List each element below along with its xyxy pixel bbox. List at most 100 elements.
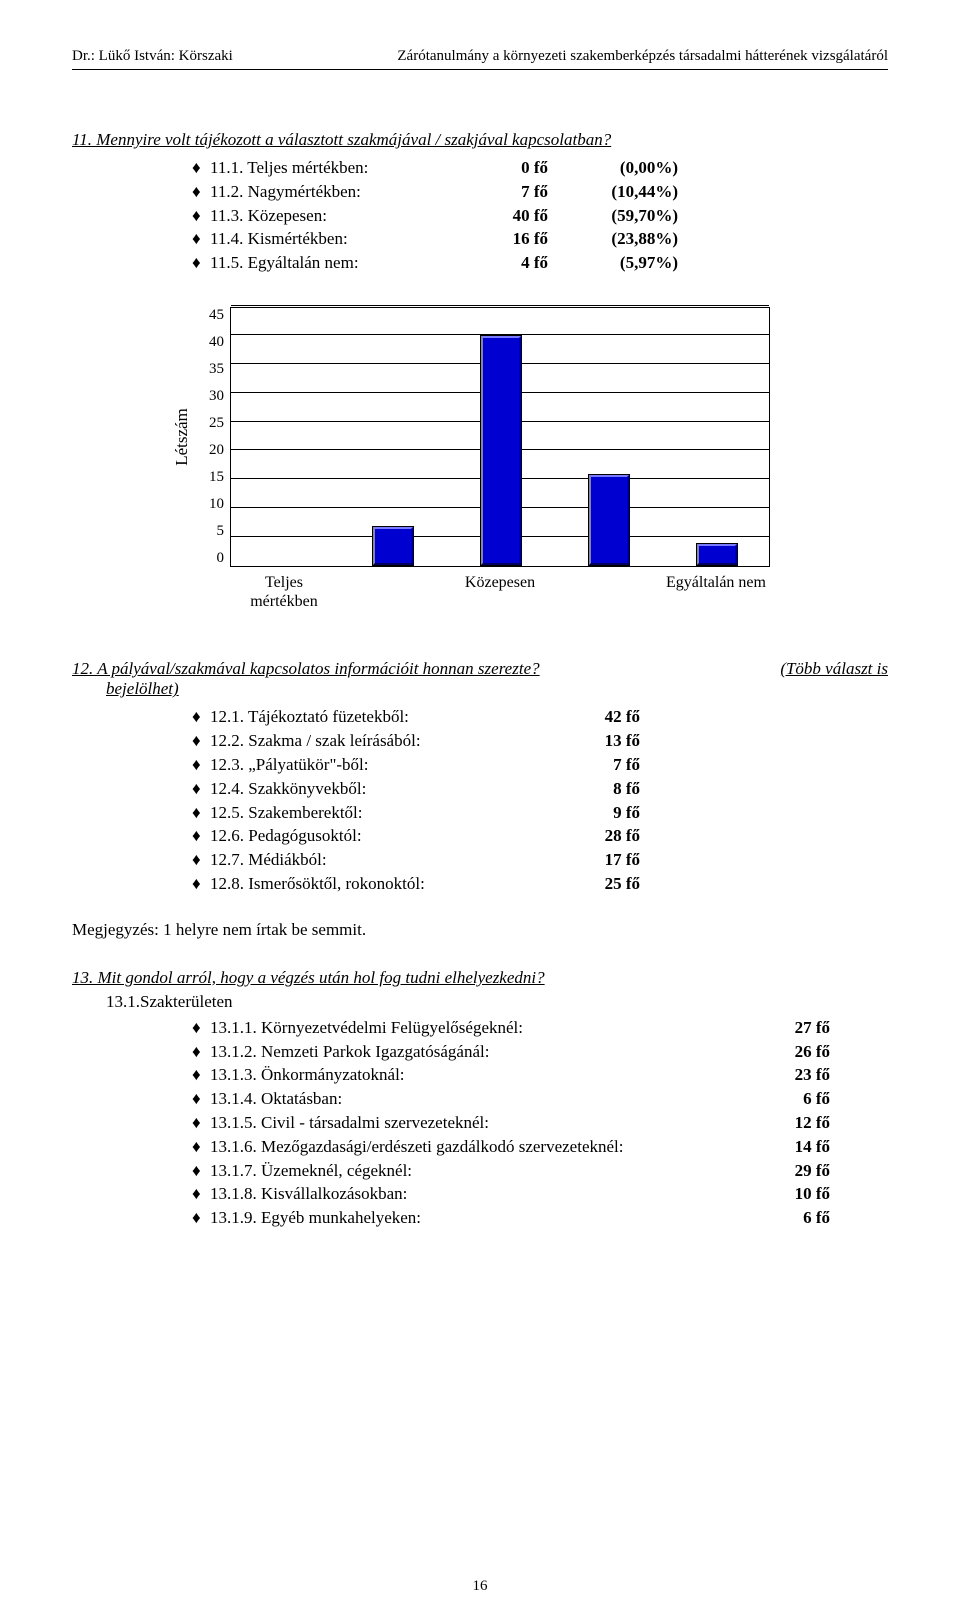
bullet-icon: ♦ [192, 801, 210, 825]
q12-title-line2: bejelölhet) [106, 679, 888, 699]
y-tick: 5 [217, 523, 225, 540]
answer-label: 12.1. Tájékoztató füzetekből: [210, 705, 560, 729]
answer-label: 12.4. Szakkönyvekből: [210, 777, 560, 801]
answer-label: 13.1.8. Kisvállalkozásokban: [210, 1182, 770, 1206]
bullet-icon: ♦ [192, 1040, 210, 1064]
x-tick [554, 573, 662, 611]
chart-plot-area [230, 307, 770, 567]
header-divider [72, 69, 888, 70]
bullet-icon: ♦ [192, 204, 210, 228]
answer-count: 9 fő [560, 801, 640, 825]
answer-label: 13.1.1. Környezetvédelmi Felügyelőségekn… [210, 1016, 770, 1040]
answer-label: 12.5. Szakemberektől: [210, 801, 560, 825]
bullet-icon: ♦ [192, 156, 210, 180]
answer-label: 13.1.9. Egyéb munkahelyeken: [210, 1206, 770, 1230]
q12-title: 12. A pályával/szakmával kapcsolatos inf… [72, 659, 888, 699]
y-tick: 30 [209, 388, 224, 405]
y-tick: 35 [209, 361, 224, 378]
answer-label: 13.1.4. Oktatásban: [210, 1087, 770, 1111]
answer-label: 11.2. Nagymértékben: [210, 180, 468, 204]
answer-count: 23 fő [770, 1063, 830, 1087]
answer-count: 29 fő [770, 1159, 830, 1183]
answer-label: 13.1.7. Üzemeknél, cégeknél: [210, 1159, 770, 1183]
list-item: ♦13.1.5. Civil - társadalmi szervezetekn… [192, 1111, 888, 1135]
answer-percent: (59,70%) [548, 204, 678, 228]
q12-note: Megjegyzés: 1 helyre nem írtak be semmit… [72, 920, 888, 940]
y-tick: 15 [209, 469, 224, 486]
answer-count: 10 fő [770, 1182, 830, 1206]
list-item: ♦ 11.3. Közepesen: 40 fő (59,70%) [192, 204, 888, 228]
answer-count: 14 fő [770, 1135, 830, 1159]
answer-count: 27 fő [770, 1016, 830, 1040]
bullet-icon: ♦ [192, 1111, 210, 1135]
list-item: ♦13.1.6. Mezőgazdasági/erdészeti gazdálk… [192, 1135, 888, 1159]
bullet-icon: ♦ [192, 872, 210, 896]
answer-label: 12.3. „Pályatükör"-ből: [210, 753, 560, 777]
list-item: ♦12.7. Médiákból:17 fő [192, 848, 888, 872]
answer-count: 42 fő [560, 705, 640, 729]
answer-percent: (0,00%) [548, 156, 678, 180]
bullet-icon: ♦ [192, 848, 210, 872]
bullet-icon: ♦ [192, 824, 210, 848]
q12-title-line1-left: 12. A pályával/szakmával kapcsolatos inf… [72, 659, 540, 679]
list-item: ♦ 11.1. Teljes mértékben: 0 fő (0,00%) [192, 156, 888, 180]
answer-count: 17 fő [560, 848, 640, 872]
bullet-icon: ♦ [192, 180, 210, 204]
answer-label: 13.1.5. Civil - társadalmi szervezetekné… [210, 1111, 770, 1135]
answer-count: 28 fő [560, 824, 640, 848]
chart-bar [372, 526, 414, 566]
answer-count: 40 fő [468, 204, 548, 228]
answer-percent: (5,97%) [548, 251, 678, 275]
y-tick: 45 [209, 307, 224, 324]
header-left: Dr.: Lükő István: Körszaki [72, 48, 233, 65]
chart-bar [696, 543, 738, 566]
list-item: ♦ 11.2. Nagymértékben: 7 fő (10,44%) [192, 180, 888, 204]
bullet-icon: ♦ [192, 1016, 210, 1040]
list-item: ♦13.1.1. Környezetvédelmi Felügyelőségek… [192, 1016, 888, 1040]
list-item: ♦12.6. Pedagógusoktól:28 fő [192, 824, 888, 848]
list-item: ♦ 11.4. Kismértékben: 16 fő (23,88%) [192, 227, 888, 251]
q13-title: 13. Mit gondol arról, hogy a végzés után… [72, 968, 888, 988]
answer-count: 0 fő [468, 156, 548, 180]
list-item: ♦13.1.9. Egyéb munkahelyeken:6 fő [192, 1206, 888, 1230]
answer-count: 13 fő [560, 729, 640, 753]
answer-label: 13.1.3. Önkormányzatoknál: [210, 1063, 770, 1087]
answer-label: 13.1.6. Mezőgazdasági/erdészeti gazdálko… [210, 1135, 770, 1159]
bullet-icon: ♦ [192, 1182, 210, 1206]
q11-bar-chart: Létszám 45 40 35 30 25 20 15 10 5 0 Telj… [170, 307, 790, 611]
page-number: 16 [473, 1578, 488, 1595]
y-tick: 10 [209, 496, 224, 513]
list-item: ♦12.1. Tájékoztató füzetekből:42 fő [192, 705, 888, 729]
list-item: ♦13.1.2. Nemzeti Parkok Igazgatóságánál:… [192, 1040, 888, 1064]
bullet-icon: ♦ [192, 1206, 210, 1230]
answer-count: 7 fő [468, 180, 548, 204]
chart-bar [480, 335, 522, 566]
list-item: ♦13.1.4. Oktatásban:6 fő [192, 1087, 888, 1111]
bullet-icon: ♦ [192, 729, 210, 753]
list-item: ♦13.1.3. Önkormányzatoknál:23 fő [192, 1063, 888, 1087]
chart-bar [588, 474, 630, 566]
x-tick: Teljes mértékben [230, 573, 338, 611]
list-item: ♦12.5. Szakemberektől:9 fő [192, 801, 888, 825]
answer-label: 12.2. Szakma / szak leírásából: [210, 729, 560, 753]
answer-count: 6 fő [770, 1206, 830, 1230]
bullet-icon: ♦ [192, 1135, 210, 1159]
q13-subhead: 13.1.Szakterületen [106, 992, 888, 1012]
answer-label: 12.7. Médiákból: [210, 848, 560, 872]
q12-answer-list: ♦12.1. Tájékoztató füzetekből:42 fő ♦12.… [192, 705, 888, 895]
q12-title-line1-right: (Több választ is [780, 659, 888, 679]
y-tick: 40 [209, 334, 224, 351]
list-item: ♦13.1.8. Kisvállalkozásokban:10 fő [192, 1182, 888, 1206]
bullet-icon: ♦ [192, 777, 210, 801]
list-item: ♦ 11.5. Egyáltalán nem: 4 fő (5,97%) [192, 251, 888, 275]
answer-label: 12.8. Ismerősöktől, rokonoktól: [210, 872, 560, 896]
answer-label: 12.6. Pedagógusoktól: [210, 824, 560, 848]
answer-label: 11.4. Kismértékben: [210, 227, 468, 251]
answer-count: 6 fő [770, 1087, 830, 1111]
answer-count: 4 fő [468, 251, 548, 275]
y-tick: 0 [217, 550, 225, 567]
header-right: Zárótanulmány a környezeti szakemberképz… [397, 48, 888, 65]
list-item: ♦12.4. Szakkönyvekből:8 fő [192, 777, 888, 801]
answer-count: 26 fő [770, 1040, 830, 1064]
q11-answer-list: ♦ 11.1. Teljes mértékben: 0 fő (0,00%) ♦… [192, 156, 888, 275]
